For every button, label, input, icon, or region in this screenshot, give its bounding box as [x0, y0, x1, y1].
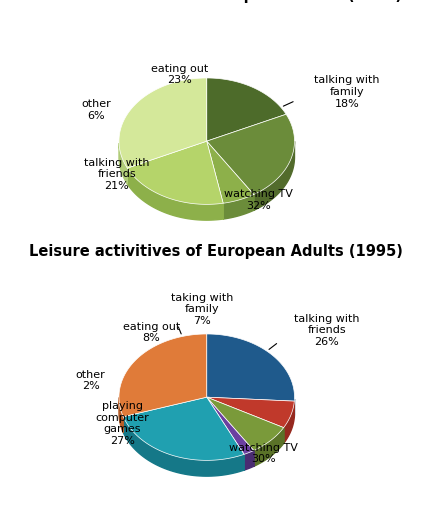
Polygon shape [119, 143, 127, 184]
Polygon shape [123, 417, 243, 476]
Title: Leisure activitives of European Adults (1985): Leisure activitives of European Adults (… [28, 0, 402, 3]
Polygon shape [127, 168, 223, 220]
Text: taking with
family
7%: taking with family 7% [171, 292, 233, 326]
Title: Leisure activitives of European Adults (1995): Leisure activitives of European Adults (… [28, 244, 402, 259]
Polygon shape [206, 397, 294, 428]
Polygon shape [206, 78, 286, 141]
Polygon shape [206, 397, 283, 451]
Polygon shape [119, 78, 206, 168]
Text: talking with
friends
26%: talking with friends 26% [293, 314, 359, 347]
Polygon shape [253, 141, 294, 210]
Polygon shape [223, 195, 253, 219]
Polygon shape [119, 334, 206, 417]
Text: talking with
family
18%: talking with family 18% [313, 75, 379, 109]
Text: playing
computer
games
27%: playing computer games 27% [95, 401, 149, 446]
Text: talking with
friends
21%: talking with friends 21% [84, 158, 149, 191]
Text: eating out
23%: eating out 23% [151, 63, 208, 85]
Polygon shape [206, 397, 253, 454]
Polygon shape [206, 141, 253, 203]
Polygon shape [243, 451, 253, 470]
Polygon shape [206, 114, 294, 195]
Text: eating out
8%: eating out 8% [122, 322, 179, 344]
Polygon shape [119, 398, 123, 433]
Polygon shape [206, 334, 294, 401]
Polygon shape [127, 141, 223, 204]
Polygon shape [253, 428, 283, 466]
Polygon shape [283, 401, 294, 443]
Text: other
6%: other 6% [82, 99, 111, 120]
Polygon shape [123, 397, 243, 460]
Text: watching TV
30%: watching TV 30% [228, 442, 297, 464]
Text: other
2%: other 2% [76, 370, 105, 391]
Text: watching TV
32%: watching TV 32% [224, 189, 292, 210]
